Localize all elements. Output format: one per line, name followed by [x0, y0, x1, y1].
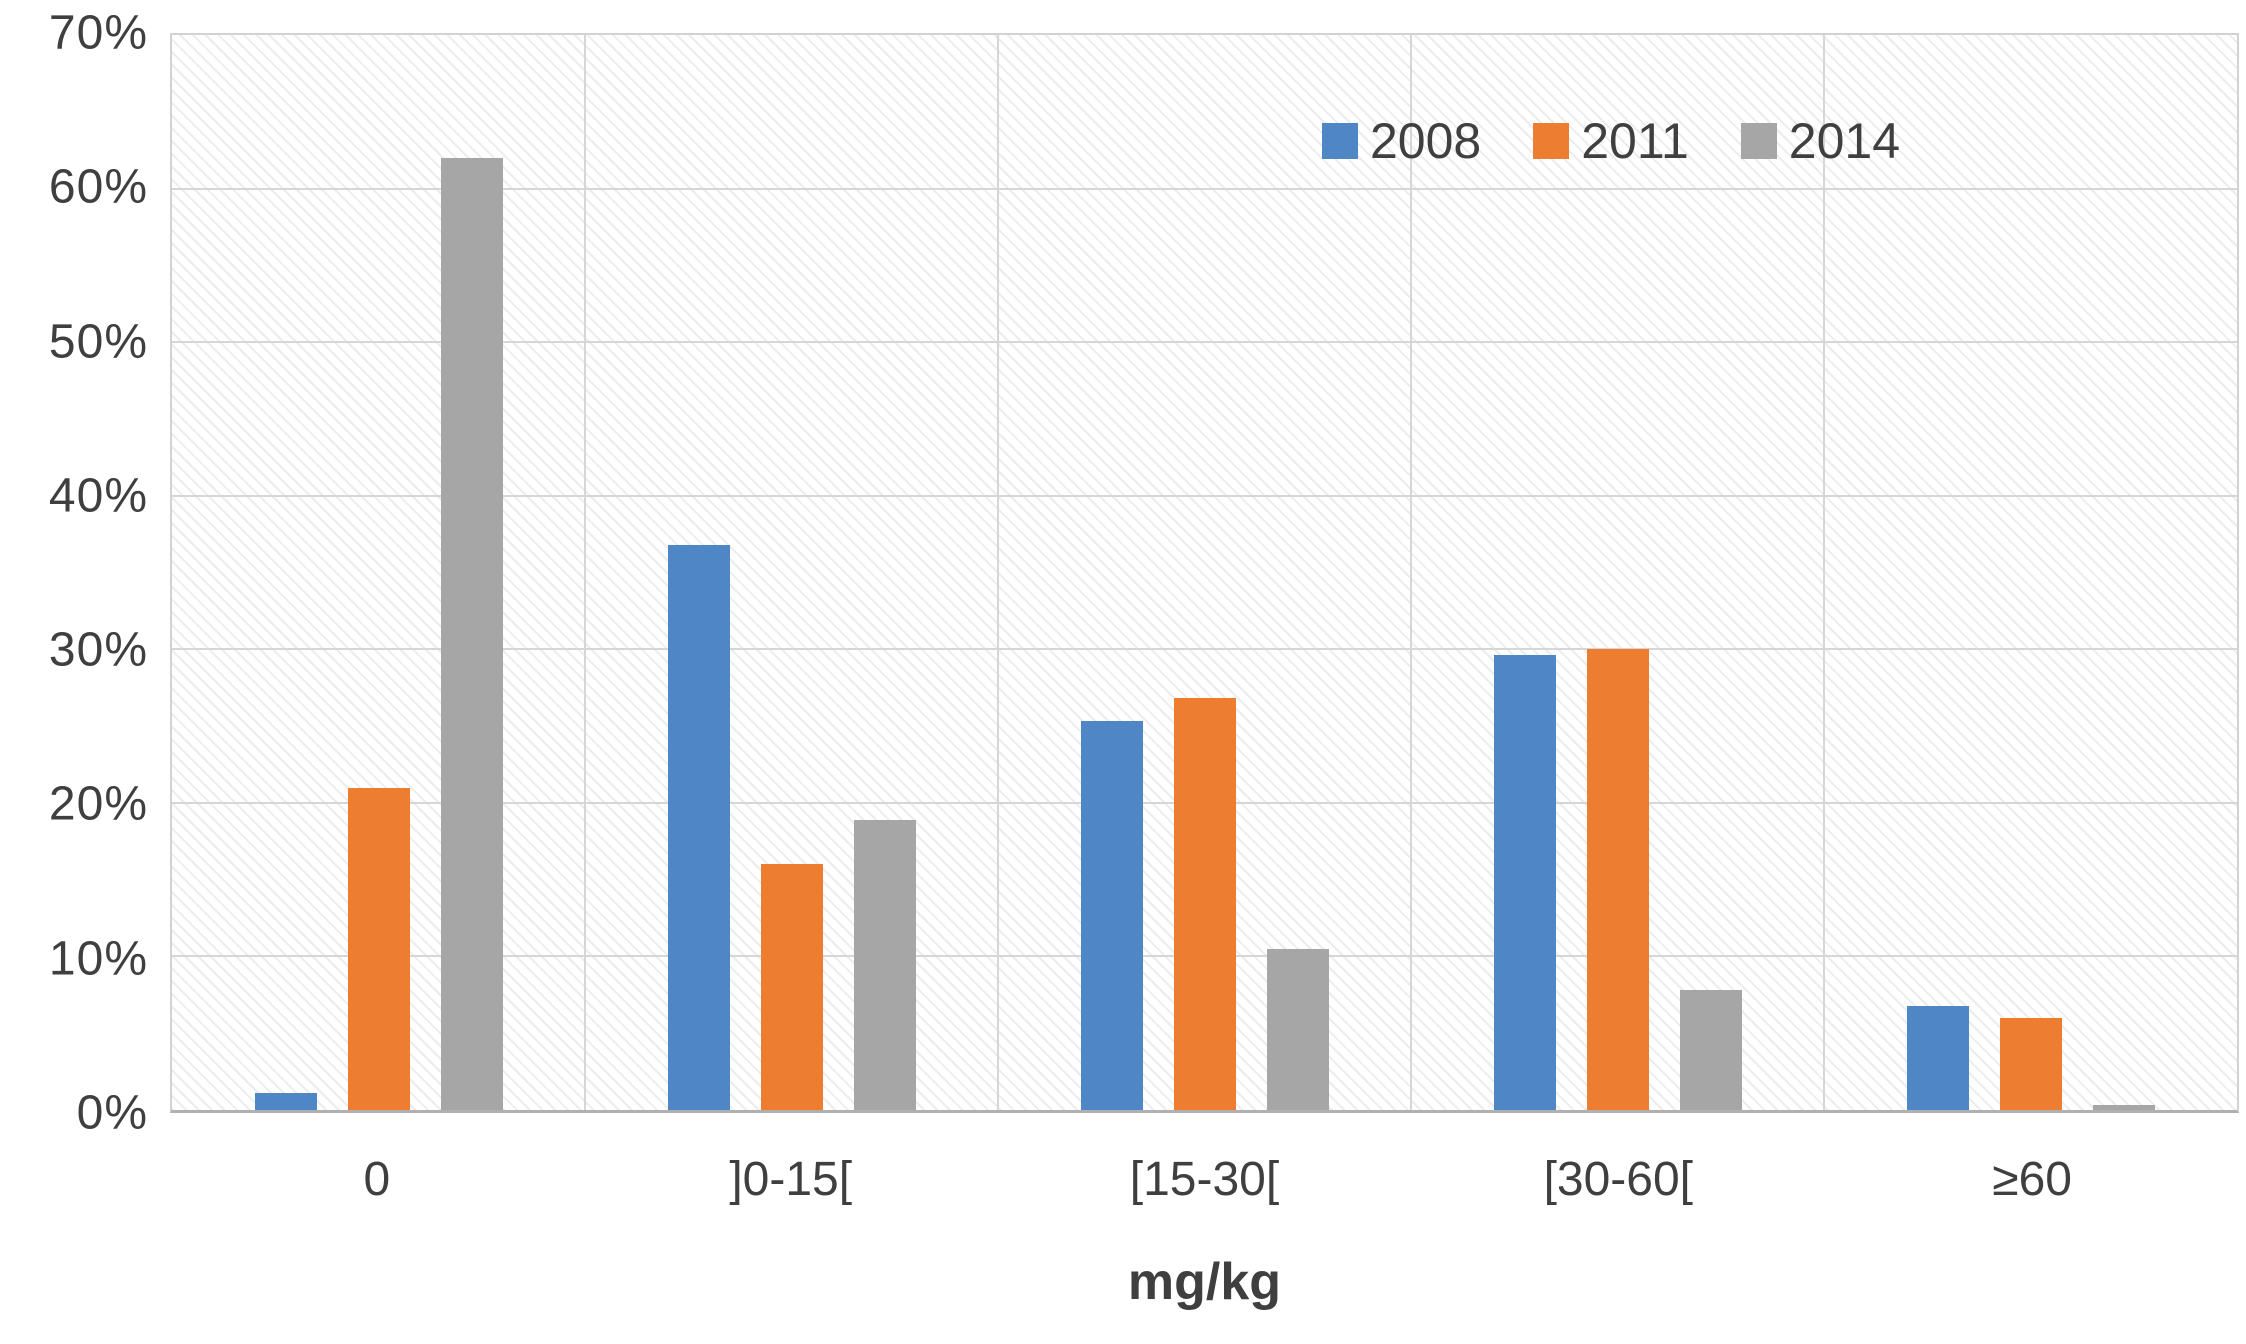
x-tick-label-3: [30-60[: [1543, 1153, 1693, 1206]
legend-label-2008: 2008: [1370, 113, 1482, 169]
bar-2008-cat3: [1493, 655, 1556, 1110]
y-tick-label: 20%: [48, 777, 148, 831]
category-group-1: [585, 35, 998, 1110]
bar-2008-cat0: [254, 1093, 317, 1110]
x-tick-label-2: [15-30[: [1129, 1153, 1280, 1206]
bar-2014-cat1: [853, 819, 916, 1110]
horizontal-gridline: [172, 341, 2237, 344]
x-tick-label-0: 0: [363, 1153, 391, 1206]
bar-2014-cat0: [440, 157, 503, 1110]
bar-2014-cat2: [1266, 948, 1329, 1110]
bar-2014-cat4: [2092, 1105, 2155, 1110]
bar-2008-cat4: [1906, 1005, 1969, 1110]
x-tick-label-1: ]0-15[: [729, 1153, 853, 1206]
bar-2014-cat3: [1679, 990, 1742, 1110]
vertical-gridline: [584, 35, 586, 1110]
y-tick-label: 0%: [76, 1086, 148, 1140]
legend-label-2011: 2011: [1581, 113, 1689, 169]
y-tick-label: 10%: [48, 932, 148, 986]
legend-item-2014: 2014: [1740, 112, 1900, 170]
y-tick-label: 50%: [48, 315, 148, 369]
plot-area: [170, 33, 2239, 1113]
x-axis: 0 ]0-15[ [15-30[ [30-60[ ≥60: [170, 1152, 2239, 1207]
category-group-2: [998, 35, 1411, 1110]
bar-2008-cat1: [667, 544, 730, 1110]
category-group-3: [1411, 35, 1824, 1110]
vertical-gridline: [997, 35, 999, 1110]
bar-2011-cat2: [1173, 698, 1236, 1110]
legend-swatch-2014: [1740, 123, 1777, 159]
legend: 2008 2011 2014: [1322, 112, 1900, 170]
y-tick-label: 70%: [48, 6, 148, 60]
bar-2011-cat3: [1586, 649, 1649, 1110]
legend-swatch-2011: [1533, 123, 1570, 159]
y-tick-label: 40%: [48, 469, 148, 523]
category-group-0: [172, 35, 585, 1110]
legend-swatch-2008: [1322, 123, 1358, 159]
legend-label-2014: 2014: [1788, 113, 1900, 169]
bar-2011-cat0: [347, 787, 410, 1110]
vertical-gridline: [1410, 35, 1412, 1110]
bar-2008-cat2: [1080, 721, 1143, 1110]
bar-2011-cat4: [1999, 1017, 2062, 1110]
legend-item-2011: 2011: [1533, 112, 1689, 170]
category-group-4: [1824, 35, 2237, 1110]
legend-item-2008: 2008: [1322, 112, 1481, 170]
y-tick-label: 60%: [48, 160, 148, 214]
x-tick-label-4: ≥60: [1992, 1153, 2072, 1206]
x-axis-title: mg/kg: [1127, 1253, 1282, 1311]
horizontal-gridline: [172, 648, 2237, 651]
bar-2011-cat1: [760, 864, 823, 1110]
horizontal-gridline: [172, 187, 2237, 190]
horizontal-gridline: [172, 494, 2237, 497]
y-tick-label: 30%: [48, 623, 148, 677]
vertical-gridline: [1823, 35, 1825, 1110]
